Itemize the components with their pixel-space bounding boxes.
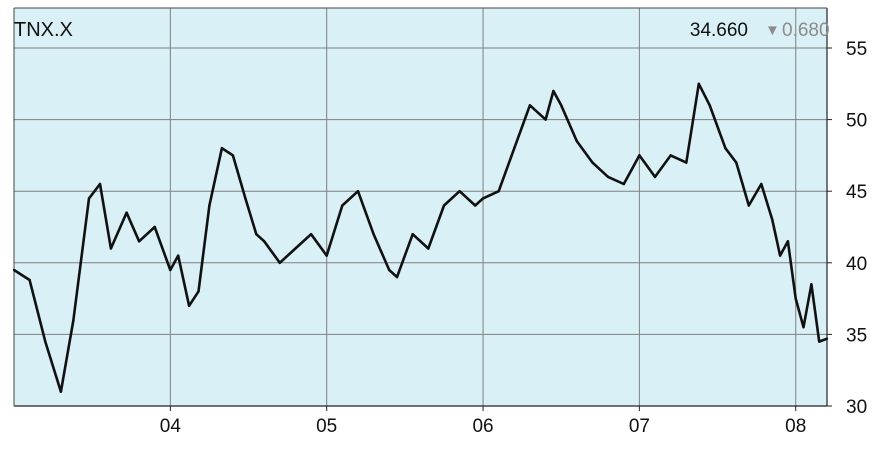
- price-point: [294, 247, 297, 250]
- price-series-line: [13, 82, 828, 394]
- price-point: [388, 268, 391, 272]
- last-price: 34.660: [690, 20, 748, 41]
- y-tick-label: 30: [846, 397, 867, 418]
- price-point: [760, 182, 763, 186]
- price-point: [735, 161, 738, 164]
- price-point: [802, 326, 805, 329]
- price-point: [552, 89, 555, 93]
- price-point: [458, 190, 461, 193]
- price-point: [72, 318, 75, 322]
- price-point: [28, 278, 31, 282]
- x-tick-label: 08: [785, 416, 806, 437]
- price-point: [771, 218, 774, 222]
- price-point: [724, 147, 727, 150]
- price-point: [622, 182, 625, 186]
- price-point: [481, 197, 485, 200]
- price-point: [87, 197, 91, 200]
- price-point: [125, 211, 128, 214]
- price-point: [544, 118, 547, 121]
- price-point: [669, 154, 672, 157]
- price-point: [278, 261, 281, 264]
- price-point: [109, 247, 113, 250]
- price-point: [325, 254, 328, 257]
- price-point: [395, 275, 399, 279]
- price-point: [44, 340, 47, 343]
- y-tick-label: 50: [846, 111, 867, 132]
- price-point: [591, 161, 594, 164]
- price-point: [560, 104, 563, 107]
- price-point: [220, 147, 224, 150]
- x-tick-label: 07: [629, 416, 650, 437]
- price-point: [708, 104, 711, 107]
- price-point: [341, 204, 344, 207]
- x-tick-label: 05: [316, 416, 337, 437]
- price-point: [262, 240, 266, 243]
- price-point: [747, 204, 751, 207]
- price-point: [825, 337, 829, 340]
- y-tick-label: 55: [846, 39, 867, 60]
- price-point: [59, 390, 63, 393]
- x-tick-label: 04: [160, 416, 182, 437]
- price-point: [528, 104, 532, 107]
- price-change: 0.680: [782, 20, 830, 41]
- price-point: [697, 82, 700, 86]
- price-point: [255, 232, 258, 236]
- price-point: [786, 240, 790, 243]
- price-point: [606, 175, 610, 179]
- price-point: [231, 154, 235, 157]
- price-point: [685, 161, 688, 164]
- y-tick-label: 35: [846, 325, 867, 346]
- down-arrow-icon: ▼: [765, 22, 780, 39]
- price-point: [778, 254, 782, 257]
- price-point: [442, 204, 446, 207]
- y-tick-label: 40: [846, 254, 867, 275]
- y-tick-label: 45: [846, 182, 867, 203]
- price-point: [794, 297, 797, 300]
- price-point: [810, 283, 813, 286]
- price-point: [817, 340, 821, 343]
- x-tick-label: 06: [472, 416, 493, 437]
- price-point: [137, 240, 141, 243]
- price-point: [513, 147, 516, 150]
- price-point: [427, 247, 430, 250]
- price-point: [208, 204, 211, 207]
- price-point: [638, 154, 641, 157]
- price-point: [197, 290, 200, 293]
- price-point: [474, 204, 477, 207]
- plot-background: [14, 8, 827, 406]
- price-point: [12, 268, 16, 272]
- price-point: [244, 197, 247, 200]
- price-point: [497, 190, 500, 193]
- price-point: [356, 190, 360, 193]
- price-point: [153, 225, 156, 229]
- price-point: [169, 268, 172, 272]
- price-point: [187, 304, 191, 307]
- price-point: [411, 232, 414, 236]
- price-point: [575, 139, 579, 143]
- price-point: [309, 232, 313, 236]
- chart-title: TNX.X: [14, 19, 73, 41]
- price-point: [372, 232, 375, 236]
- price-point: [98, 182, 102, 186]
- price-point: [176, 254, 180, 257]
- price-point: [653, 175, 657, 179]
